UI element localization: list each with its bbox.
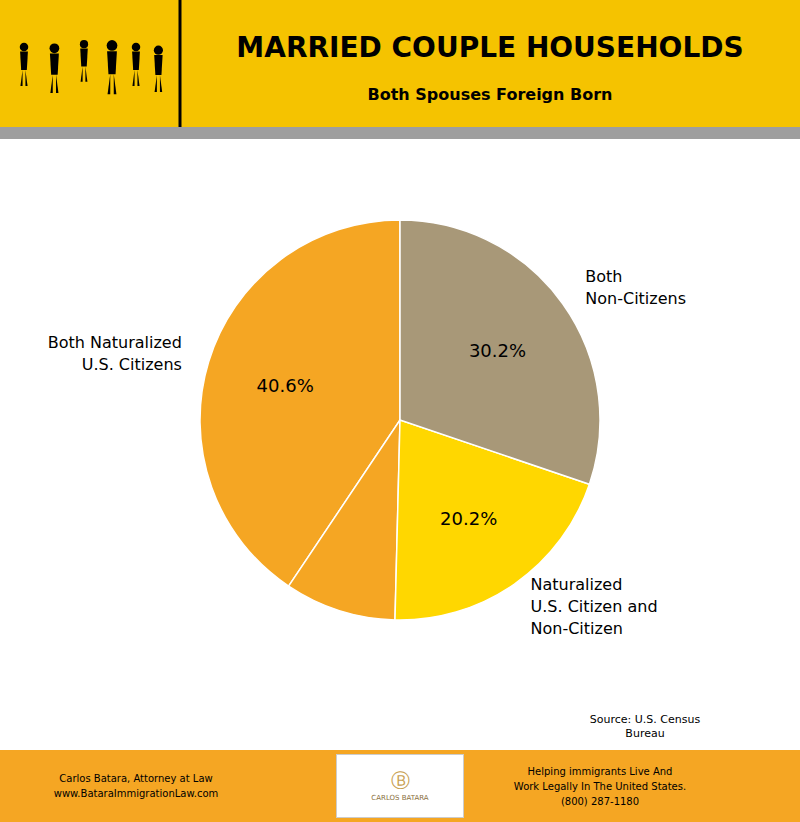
html-text:Both Spouses Foreign Born: Both Spouses Foreign Born (367, 85, 613, 105)
svg-text:20.2%: 20.2% (440, 508, 497, 529)
html-text:CARLOS BATARA: CARLOS BATARA (371, 794, 429, 802)
html-text:Carlos Batara, Attorney at Law: Carlos Batara, Attorney at Law www.Batar… (53, 773, 219, 799)
svg-text:NaturalizedU.S. Citizen andNon: NaturalizedU.S. Citizen andNon-Citizen (531, 575, 658, 638)
svg-text:30.2%: 30.2% (469, 340, 526, 361)
svg-text:Both NaturalizedU.S. Citizens: Both NaturalizedU.S. Citizens (48, 333, 182, 374)
html-text:Source: U.S. Census Bureau: Source: U.S. Census Bureau (589, 713, 701, 740)
svg-text:BothNon-Citizens: BothNon-Citizens (585, 267, 686, 308)
svg-text:40.6%: 40.6% (257, 375, 314, 396)
html-text:Helping immigrants Live And Wo: Helping immigrants Live And Work Legally… (513, 765, 687, 807)
html-text:MARRIED COUPLE HOUSEHOLDS: MARRIED COUPLE HOUSEHOLDS (236, 31, 744, 65)
